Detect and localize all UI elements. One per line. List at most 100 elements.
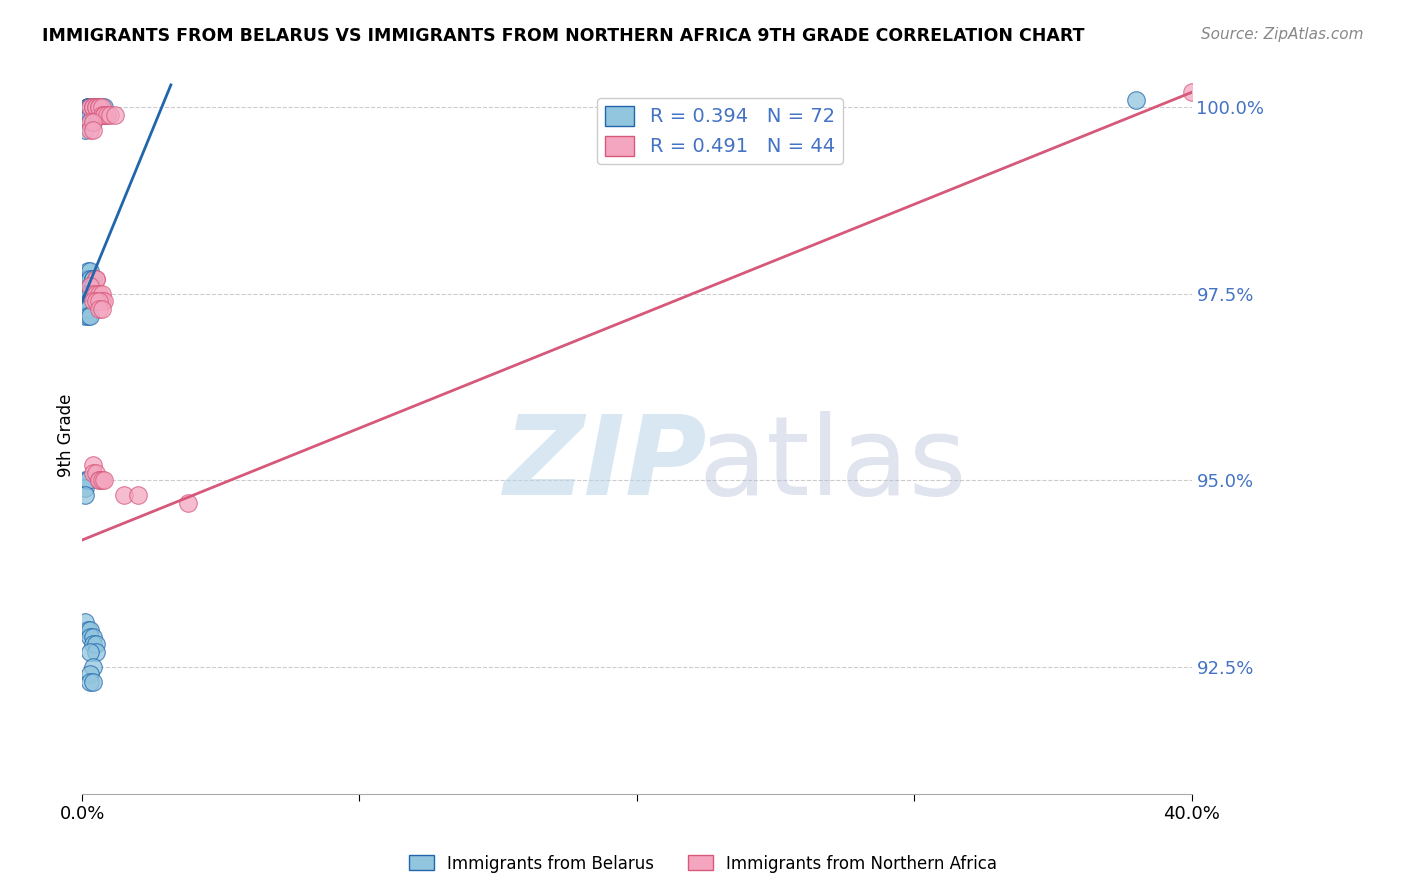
Point bbox=[73, 301, 96, 316]
Legend: R = 0.394   N = 72, R = 0.491   N = 44: R = 0.394 N = 72, R = 0.491 N = 44 bbox=[598, 98, 842, 164]
Text: Source: ZipAtlas.com: Source: ZipAtlas.com bbox=[1201, 27, 1364, 42]
Point bbox=[84, 100, 107, 114]
Point bbox=[93, 108, 115, 122]
Point bbox=[76, 100, 98, 114]
Point bbox=[82, 279, 104, 293]
Point bbox=[76, 294, 98, 309]
Point bbox=[1125, 93, 1147, 107]
Point bbox=[90, 108, 112, 122]
Point bbox=[90, 100, 112, 114]
Point bbox=[73, 294, 96, 309]
Point bbox=[76, 301, 98, 316]
Point bbox=[79, 294, 101, 309]
Point bbox=[76, 100, 98, 114]
Point bbox=[79, 122, 101, 136]
Point bbox=[79, 667, 101, 681]
Point bbox=[104, 108, 127, 122]
Point bbox=[76, 100, 98, 114]
Point bbox=[79, 630, 101, 644]
Point bbox=[90, 108, 112, 122]
Point bbox=[82, 100, 104, 114]
Text: ZIP: ZIP bbox=[503, 410, 707, 517]
Point bbox=[84, 272, 107, 286]
Point bbox=[73, 286, 96, 301]
Point bbox=[84, 108, 107, 122]
Point bbox=[82, 466, 104, 480]
Point bbox=[82, 272, 104, 286]
Point bbox=[73, 272, 96, 286]
Point bbox=[79, 279, 101, 293]
Point bbox=[84, 286, 107, 301]
Point bbox=[73, 108, 96, 122]
Point bbox=[76, 272, 98, 286]
Point bbox=[1181, 86, 1204, 100]
Point bbox=[112, 488, 135, 502]
Point bbox=[93, 294, 115, 309]
Point bbox=[84, 466, 107, 480]
Legend: Immigrants from Belarus, Immigrants from Northern Africa: Immigrants from Belarus, Immigrants from… bbox=[402, 848, 1004, 880]
Point bbox=[87, 286, 110, 301]
Point bbox=[87, 473, 110, 487]
Point bbox=[76, 309, 98, 323]
Point bbox=[84, 108, 107, 122]
Point bbox=[84, 100, 107, 114]
Point bbox=[79, 264, 101, 278]
Point bbox=[79, 108, 101, 122]
Point bbox=[76, 473, 98, 487]
Point bbox=[82, 100, 104, 114]
Point bbox=[79, 309, 101, 323]
Point bbox=[73, 481, 96, 495]
Point bbox=[79, 100, 101, 114]
Point bbox=[90, 301, 112, 316]
Point bbox=[84, 294, 107, 309]
Point bbox=[73, 115, 96, 129]
Point bbox=[82, 100, 104, 114]
Point bbox=[82, 272, 104, 286]
Point bbox=[76, 108, 98, 122]
Point bbox=[73, 122, 96, 136]
Text: IMMIGRANTS FROM BELARUS VS IMMIGRANTS FROM NORTHERN AFRICA 9TH GRADE CORRELATION: IMMIGRANTS FROM BELARUS VS IMMIGRANTS FR… bbox=[42, 27, 1084, 45]
Point bbox=[76, 286, 98, 301]
Point bbox=[87, 301, 110, 316]
Point bbox=[93, 100, 115, 114]
Point bbox=[87, 294, 110, 309]
Point bbox=[76, 473, 98, 487]
Point bbox=[82, 115, 104, 129]
Point bbox=[87, 108, 110, 122]
Point bbox=[79, 272, 101, 286]
Point bbox=[96, 108, 118, 122]
Point bbox=[79, 286, 101, 301]
Point bbox=[82, 637, 104, 651]
Point bbox=[82, 294, 104, 309]
Point bbox=[79, 279, 101, 293]
Point bbox=[93, 473, 115, 487]
Point bbox=[84, 645, 107, 659]
Point bbox=[82, 630, 104, 644]
Point bbox=[79, 645, 101, 659]
Point bbox=[76, 100, 98, 114]
Point bbox=[82, 458, 104, 473]
Point bbox=[82, 108, 104, 122]
Point bbox=[76, 264, 98, 278]
Point bbox=[176, 496, 198, 510]
Point bbox=[82, 115, 104, 129]
Point bbox=[93, 108, 115, 122]
Point bbox=[127, 488, 149, 502]
Point bbox=[76, 272, 98, 286]
Point bbox=[84, 294, 107, 309]
Point bbox=[93, 108, 115, 122]
Y-axis label: 9th Grade: 9th Grade bbox=[58, 394, 75, 477]
Point bbox=[84, 637, 107, 651]
Point bbox=[79, 115, 101, 129]
Point bbox=[90, 294, 112, 309]
Point bbox=[84, 100, 107, 114]
Point bbox=[82, 674, 104, 689]
Point bbox=[98, 108, 121, 122]
Point bbox=[79, 623, 101, 637]
Point bbox=[82, 122, 104, 136]
Point bbox=[90, 286, 112, 301]
Point bbox=[73, 309, 96, 323]
Point bbox=[79, 100, 101, 114]
Point bbox=[73, 488, 96, 502]
Point bbox=[79, 100, 101, 114]
